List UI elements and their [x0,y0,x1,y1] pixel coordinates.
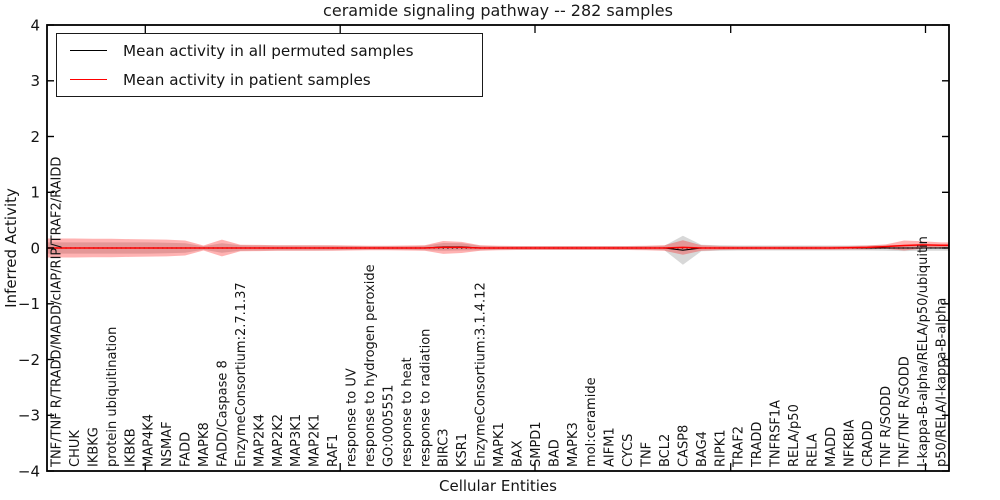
y-tick-label: 0 [30,239,40,257]
x-tick-label: NSMAF [160,421,175,467]
x-tick-label: CRADD [861,421,876,468]
x-tick-label: EnzymeConsortium:3.1.4.12 [474,282,489,467]
y-tick-label: −4 [18,462,40,480]
x-tick-label: response to heat [400,357,415,467]
x-tick-label: GO:0005551 [381,385,396,467]
x-tick-label: SMPD1 [529,421,544,467]
x-tick-label: KSR1 [455,433,470,467]
legend: Mean activity in all permuted samples Me… [56,33,483,97]
x-tick-label: RIPK1 [713,429,728,467]
x-tick-label: RAF1 [326,434,341,467]
x-tick-label: TRAF2 [732,426,747,468]
x-tick-label: EnzymeConsortium:2.7.1.37 [234,282,249,467]
legend-item-patient: Mean activity in patient samples [70,71,482,89]
x-tick-label: RELA/p50 [787,404,802,467]
patient-mean-line [47,244,949,249]
chart-title: ceramide signaling pathway -- 282 sample… [323,1,673,20]
permuted-band [47,235,949,265]
x-tick-label: TNF/TNF R/SODD [898,356,913,468]
x-tick-label: BAX [510,440,525,467]
x-tick-label: MAP4K4 [142,414,157,467]
x-tick-label: response to radiation [418,329,433,467]
y-tick-label: −2 [18,351,40,369]
x-tick-label: MAP2K1 [308,414,323,467]
x-tick-label: AIFM1 [603,427,618,467]
patient-line-swatch [70,79,107,80]
x-tick-label: TNFRSF1A [769,400,784,468]
plot-border [46,24,950,472]
x-tick-label: FADD/Caspase 8 [215,360,230,467]
x-tick-label: p50/RELA/I-kappa-B-alpha [935,298,950,467]
x-tick-label: TNF/TNF R/TRADD/MADD/cIAP/RIP/TRAF2/RAID… [50,157,65,468]
x-tick-label: FADD [179,432,194,467]
x-tick-label: MAP2K4 [252,414,267,467]
x-tick-label: mol:ceramide [584,377,599,467]
x-tick-label: IKBKB [123,428,138,467]
y-tick-label: 1 [30,184,40,202]
x-tick-label: protein ubiquitination [105,327,120,467]
x-tick-label: response to UV [345,368,360,467]
x-tick-label: BAG4 [695,431,710,467]
x-tick-label: TNF R/SODD [879,386,894,468]
y-tick-label: 3 [30,72,40,90]
y-tick-label: 4 [30,16,40,34]
y-tick-label: −1 [18,295,40,313]
x-tick-label: MAPK1 [492,422,507,467]
x-tick-label: CASP8 [676,425,691,467]
legend-label-permuted: Mean activity in all permuted samples [123,41,414,60]
x-tick-label: CHUK [68,430,83,467]
legend-item-permuted: Mean activity in all permuted samples [70,42,482,60]
x-tick-label: IKBKG [86,427,101,467]
x-tick-label: TRADD [750,422,765,468]
x-tick-label: CYCS [621,434,636,467]
x-tick-label: MAPK8 [197,422,212,467]
x-axis-label: Cellular Entities [439,477,557,495]
x-tick-label: I-kappa-B-alpha/RELA/p50/ubiquitin [916,236,931,467]
x-tick-label: BAD [547,439,562,467]
x-tick-label: MAPK3 [566,422,581,467]
x-tick-label: BIRC3 [437,429,452,468]
x-tick-label: NFKBIA [842,420,857,467]
x-tick-label: MAP3K1 [289,414,304,467]
y-tick-label: 2 [30,128,40,146]
permuted-line-swatch [70,50,107,51]
y-axis-label: Inferred Activity [2,188,20,308]
x-tick-label: MADD [824,427,839,467]
y-tick-label: −3 [18,407,40,425]
x-tick-label: RELA [805,433,820,467]
x-tick-label: MAP2K2 [271,414,286,467]
x-tick-label: response to hydrogen peroxide [363,264,378,467]
legend-label-patient: Mean activity in patient samples [123,70,371,89]
x-tick-label: TNF [640,442,655,468]
x-tick-label: BCL2 [658,434,673,467]
